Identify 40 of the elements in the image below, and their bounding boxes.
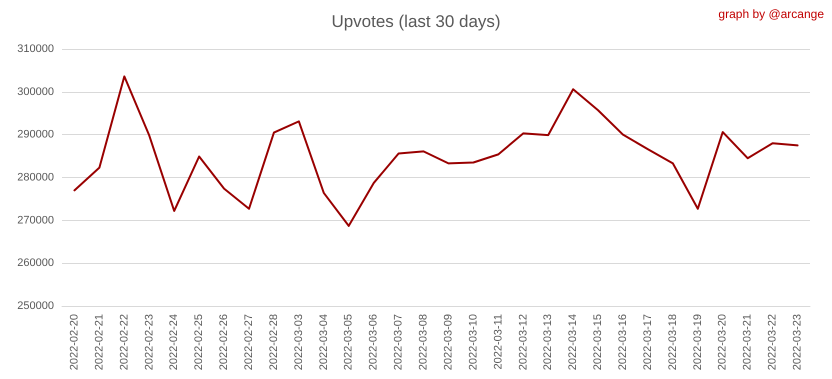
- x-tick-label: 2022-02-22: [118, 314, 130, 370]
- x-tick-label: 2022-03-17: [642, 314, 654, 370]
- x-tick-label: 2022-02-26: [218, 314, 230, 370]
- x-tick-label: 2022-02-28: [268, 314, 280, 370]
- x-tick-label: 2022-03-05: [342, 314, 355, 370]
- x-tick-label: 2022-03-03: [292, 314, 305, 370]
- x-tick-label: 2022-03-14: [567, 314, 580, 370]
- x-tick-label: 2022-03-22: [766, 314, 779, 370]
- x-tick-label: 2022-03-13: [542, 314, 554, 370]
- y-tick-label: 310000: [17, 43, 54, 55]
- x-tick-label: 2022-02-23: [143, 314, 156, 370]
- y-tick-label: 280000: [17, 172, 54, 184]
- x-tick-label: 2022-03-10: [467, 314, 480, 370]
- x-tick-label: 2022-03-09: [442, 314, 454, 370]
- x-tick-label: 2022-03-15: [592, 314, 604, 370]
- x-tick-label: 2022-03-18: [666, 314, 679, 370]
- x-tick-label: 2022-03-23: [792, 314, 804, 370]
- y-tick-label: 260000: [17, 257, 54, 270]
- y-tick-label: 270000: [17, 214, 54, 226]
- x-tick-label: 2022-02-20: [68, 314, 80, 370]
- chart-title: Upvotes (last 30 days): [331, 12, 501, 31]
- x-tick-label: 2022-03-19: [692, 314, 704, 370]
- x-tick-label: 2022-03-12: [517, 314, 530, 370]
- x-tick-label: 2022-03-21: [742, 314, 754, 370]
- x-tick-label: 2022-03-07: [392, 314, 405, 370]
- x-tick-label: 2022-02-27: [243, 314, 255, 370]
- x-tick-label: 2022-03-06: [368, 314, 380, 370]
- x-tick-label: 2022-02-24: [168, 314, 180, 370]
- x-tick-label: 2022-03-04: [318, 314, 330, 370]
- x-tick-label: 2022-02-25: [193, 314, 206, 370]
- text: graph by @arcange: [718, 7, 824, 21]
- x-tick-label: 2022-03-11: [492, 314, 504, 370]
- x-tick-label: 2022-03-20: [716, 314, 729, 370]
- x-tick-label: 2022-03-08: [418, 314, 430, 370]
- line-series: [73, 75, 799, 227]
- y-tick-label: 300000: [17, 86, 54, 98]
- y-tick-label: 250000: [17, 300, 54, 312]
- x-tick-label: 2022-03-16: [617, 314, 629, 370]
- y-tick-label: 290000: [17, 128, 54, 141]
- x-tick-label: 2022-02-21: [93, 314, 106, 370]
